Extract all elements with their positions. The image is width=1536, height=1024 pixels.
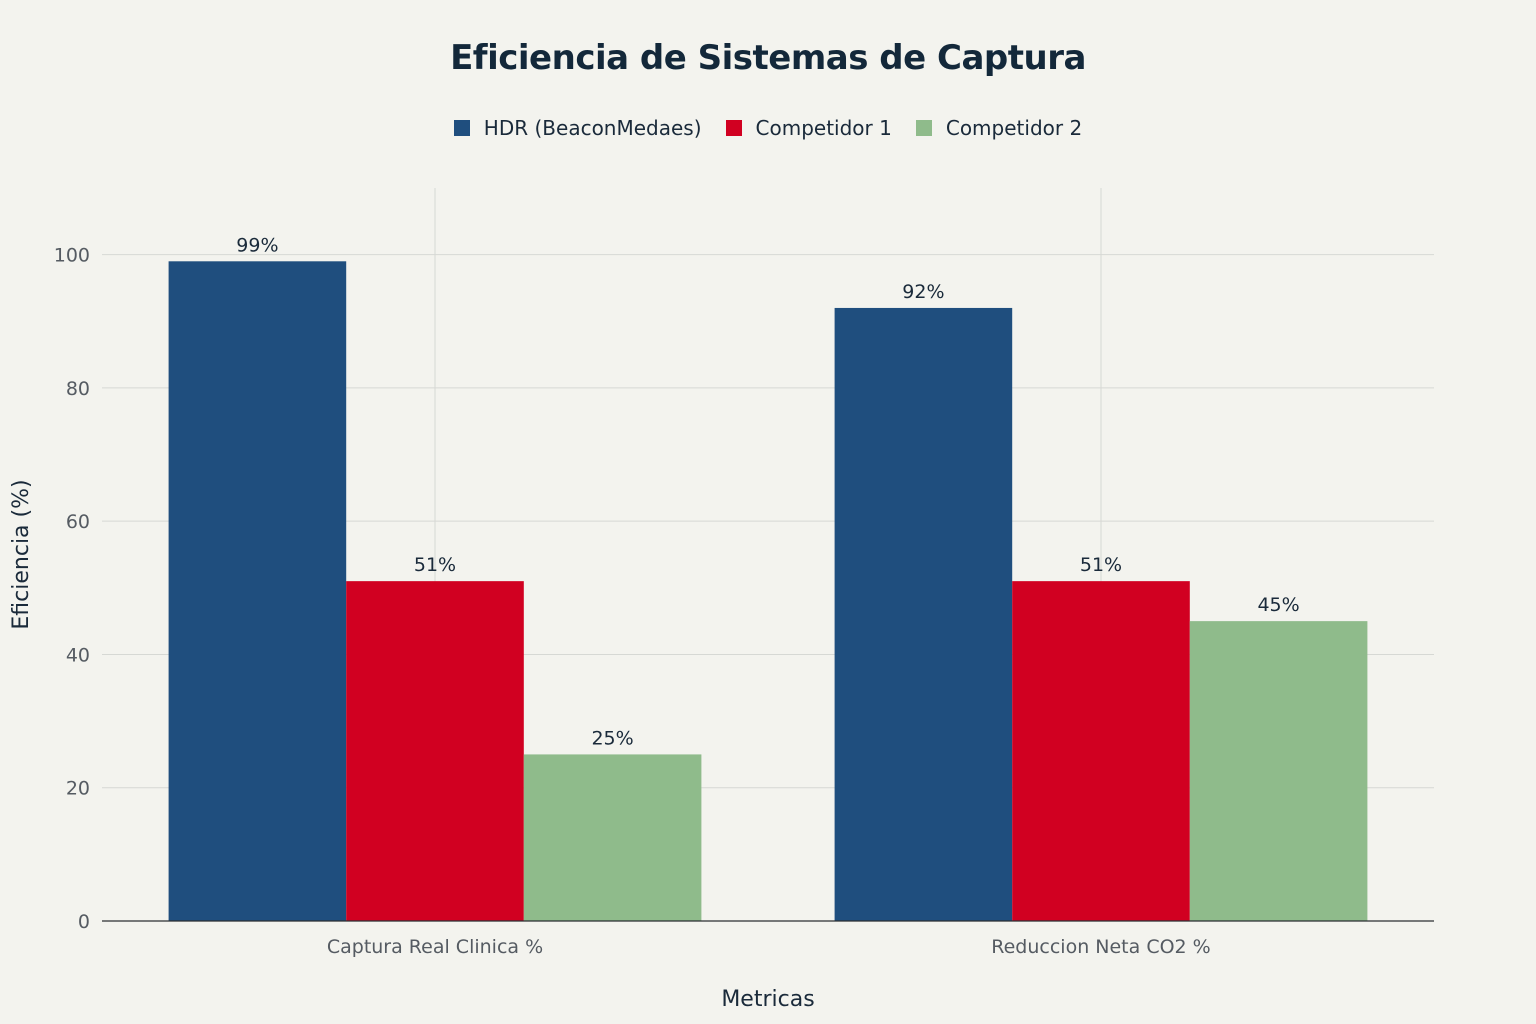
bar-value-label: 25%	[591, 727, 633, 749]
legend-swatch-competidor-2	[915, 120, 932, 136]
y-tick-label: 0	[78, 911, 90, 933]
legend-item-competidor-2[interactable]: Competidor 2	[915, 116, 1083, 140]
axes: 0 20 40 60 80 100 Captura Real Clinica % Reducc…	[54, 245, 1434, 958]
data-labels: 99% 51% 25% 92% 51% 45%	[236, 234, 1299, 749]
legend-item-competidor-1[interactable]: Competidor 1	[725, 116, 892, 140]
y-tick-label: 40	[66, 644, 90, 666]
x-axis-title: Metricas	[721, 987, 814, 1012]
bar	[168, 261, 347, 921]
bar	[1012, 581, 1190, 921]
bars	[168, 261, 1368, 922]
y-tick-label: 60	[66, 511, 90, 533]
legend-swatch-competidor-1	[725, 120, 742, 136]
legend: HDR (BeaconMedaes) Competidor 1 Competid…	[0, 116, 1536, 140]
legend-swatch-hdr	[453, 120, 470, 136]
legend-item-hdr[interactable]: HDR (BeaconMedaes)	[453, 116, 702, 140]
y-tick-label: 20	[66, 778, 90, 800]
bar-value-label: 51%	[1080, 554, 1122, 576]
x-tick-label: Reduccion Neta CO2 %	[991, 936, 1210, 958]
bar	[834, 307, 1013, 922]
bar-value-label: 92%	[902, 281, 944, 303]
y-tick-label: 80	[66, 378, 90, 400]
bar-value-label: 99%	[236, 234, 278, 256]
chart-title: Eficiencia de Sistemas de Captura	[450, 38, 1086, 78]
x-tick-label: Captura Real Clinica %	[327, 936, 543, 958]
bar-value-label: 45%	[1257, 594, 1299, 616]
bar	[523, 754, 702, 921]
legend-label-competidor-1: Competidor 1	[755, 116, 892, 140]
legend-label-competidor-2: Competidor 2	[945, 116, 1083, 140]
y-tick-label: 100	[54, 245, 90, 267]
bar	[1189, 621, 1368, 921]
bar	[346, 581, 524, 921]
bar-value-label: 51%	[414, 554, 456, 576]
legend-label-hdr: HDR (BeaconMedaes)	[483, 116, 702, 140]
y-axis-title: Eficiencia (%)	[9, 479, 34, 629]
